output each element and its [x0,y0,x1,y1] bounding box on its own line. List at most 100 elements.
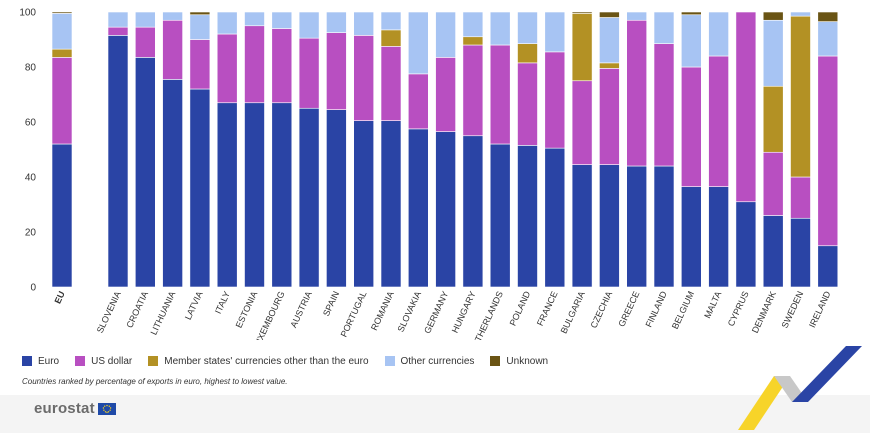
bar-segment [790,176,811,219]
bar-segment [189,88,211,288]
bar-segment [216,11,238,35]
bar-segment [817,11,839,22]
legend-item: Member states' currencies other than the… [148,355,369,367]
bar-segment [135,11,156,28]
x-tick-label: SLOVAKIA [396,290,424,334]
bar-segment [298,37,320,109]
bar-segment [762,151,784,216]
legend: Euro US dollar Member states' currencies o… [22,353,564,369]
bar-segment [517,11,538,44]
bar-segment [298,11,320,39]
bar-segment [51,57,73,145]
y-tick-label: 80 [25,63,37,74]
bar-segment [571,164,593,288]
bar-segment [599,11,620,18]
bar-segment [762,11,784,21]
x-tick-label: DENMARK [750,290,778,335]
bar-segment [544,51,566,149]
legend-swatch [148,356,159,366]
bar-segment [680,14,702,68]
x-tick-label: FRANCE [535,290,560,328]
bar-segment [51,13,73,50]
y-tick-label: 60 [25,118,37,129]
bar-segment [380,29,402,47]
legend-label: Other currencies [400,355,475,367]
bar-segment [626,11,648,21]
x-tick-label: CROATIA [124,290,150,330]
bar-segment [353,120,375,288]
chart-area: 0 20 40 60 80 100 EU SLOVENIA CROATIA LITHUANIA LA… [0,0,870,395]
x-tick-label: EU [52,290,66,306]
bar-segment [680,186,702,288]
bar-segment [762,215,784,288]
bar-segment [271,102,293,288]
bar-segment [653,11,675,44]
bar-segment [189,11,211,16]
bar-segment [51,48,73,58]
bar-segment [271,28,293,104]
legend-label: US dollar [91,355,133,367]
bar-segment [107,35,129,288]
x-tick-label: CYPRUS [726,290,751,328]
bar-segment [244,11,265,27]
bar-segment [489,44,511,145]
bar-segment [216,33,238,104]
bar-segment [790,15,811,178]
bar-segment [517,43,538,64]
bar-segment [708,186,729,288]
bar-segment [244,102,265,288]
legend-label: Euro [38,355,60,367]
x-tick-label: SWEDEN [780,290,806,330]
bar-segment [462,135,484,288]
bar-segment [353,35,375,121]
x-tick-label: FINLAND [643,289,669,329]
bar-segment [544,11,566,53]
x-tick-label: POLAND [508,289,533,327]
bar-segment [51,11,73,14]
bar-segment [435,11,456,58]
legend-swatch [75,356,86,366]
bar-segment [489,11,511,46]
legend-label: Unknown [506,355,549,367]
x-tick-label: LITHUANIA [148,290,177,337]
bar-segment [380,46,402,121]
bar-segment [653,165,675,288]
bar-segment [162,11,183,21]
x-tick-label: PORTUGAL [339,290,369,339]
logo-text: eurostat [34,400,95,417]
bar-segment [326,32,347,110]
eurostat-brand-mark-icon [738,346,862,430]
bar-segment [708,55,729,187]
bar-segment [817,21,839,57]
y-tick-label: 40 [25,173,37,184]
x-tick-label: AUSTRIA [288,290,314,330]
eu-flag-icon [97,402,116,415]
bar-segment [571,11,593,14]
legend-item: Euro [22,356,59,367]
bar-segment [571,13,593,82]
x-tick-label: IRELAND [807,289,833,329]
bar-segment [680,11,702,16]
bar-segment [189,14,211,40]
legend-item: Other currencies [384,355,475,367]
bar-segment [817,245,839,288]
bar-segment [653,43,675,167]
bar-segment [216,102,238,288]
bar-segment [817,55,839,247]
y-tick-label: 20 [25,228,37,239]
bar-segment [517,62,538,146]
legend-label: Member states' currencies other than the… [164,355,369,367]
bar-segment [626,165,648,288]
bar-segment [599,62,620,69]
bar-segment [162,79,183,288]
y-tick-label: 0 [30,283,36,294]
chart-note: Countries ranked by percentage of export… [22,377,288,386]
bar-segment [790,217,811,288]
legend-swatch [22,356,32,366]
footer [0,395,870,433]
bar-segment [599,68,620,165]
legend-item: US dollar [75,356,132,367]
legend-item: Unknown [490,356,548,367]
x-tick-label: SPAIN [321,290,341,318]
